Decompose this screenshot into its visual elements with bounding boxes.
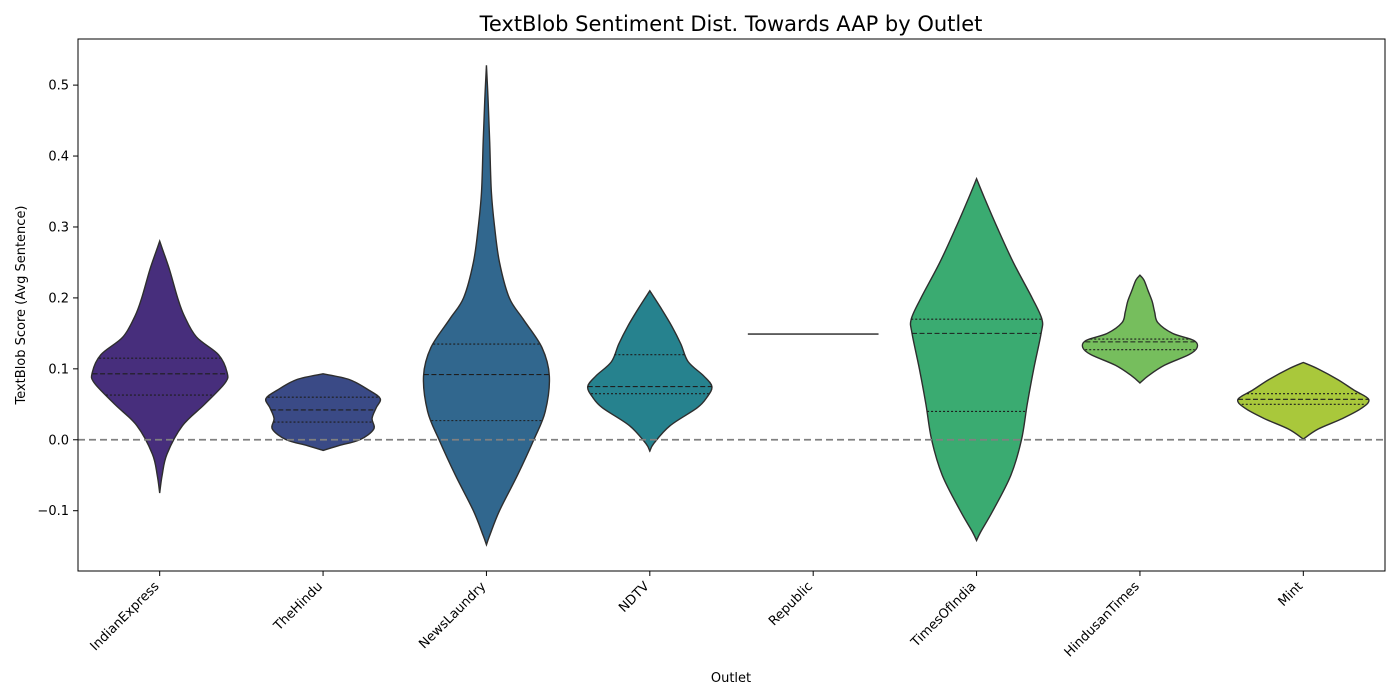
x-tick-label: NewsLaundry	[416, 579, 489, 652]
plot-frame	[77, 38, 1386, 572]
x-tick-label: TheHindu	[271, 579, 326, 634]
x-tick-label: Republic	[766, 579, 816, 629]
x-tick-label: TimesOfIndia	[908, 579, 980, 651]
y-tick-label: 0.2	[48, 291, 69, 306]
violin-IndianExpress	[90, 239, 229, 494]
chart-title: TextBlob Sentiment Dist. Towards AAP by …	[479, 12, 983, 36]
violin-HindusanTimes	[1081, 274, 1199, 384]
violin-Mint	[1236, 361, 1370, 440]
violin-NewsLaundry	[422, 65, 551, 547]
y-axis-label: TextBlob Score (Avg Sentence)	[14, 205, 29, 405]
violin-NDTV	[586, 289, 713, 453]
x-tick-label: HindusanTimes	[1062, 579, 1143, 660]
y-tick-label: 0.5	[48, 79, 69, 94]
x-tick-label: Mint	[1276, 579, 1307, 610]
violin-TheHindu	[264, 373, 382, 452]
y-tick-label: 0.1	[48, 362, 69, 377]
y-tick-label: 0.4	[48, 150, 69, 165]
x-tick-label: NDTV	[616, 579, 653, 616]
violin-TimesOfIndia	[909, 176, 1044, 543]
x-tick-label: IndianExpress	[88, 579, 163, 654]
y-tick-label: 0.3	[48, 220, 69, 235]
x-axis-label: Outlet	[711, 671, 751, 686]
y-tick-label: 0.0	[48, 433, 69, 448]
y-tick-label: −0.1	[37, 504, 69, 519]
